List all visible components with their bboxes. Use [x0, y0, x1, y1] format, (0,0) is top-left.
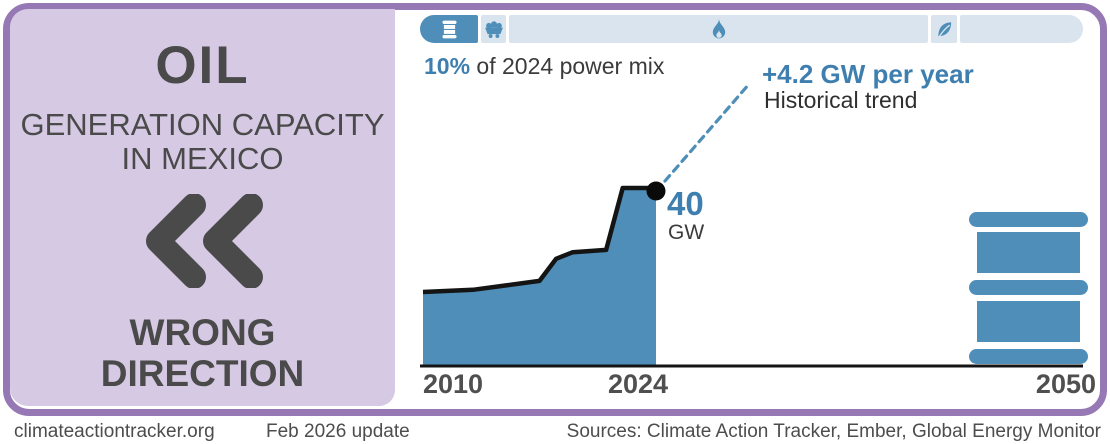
end-point-dot [646, 181, 666, 201]
power-mix-share-value: 10% [424, 53, 471, 79]
other-segment [960, 15, 1083, 43]
capacity-line [422, 185, 656, 295]
double-chevron-left-icon [10, 193, 395, 292]
bioenergy-segment [931, 15, 957, 43]
subtitle-line1: GENERATION CAPACITY [20, 107, 385, 142]
power-mix-caption: 10% of 2024 power mix [424, 53, 664, 80]
coal-cart-icon [484, 21, 503, 38]
flame-icon [712, 18, 725, 38]
footer-site: climateactiontracker.org [14, 421, 215, 442]
oil-segment [420, 15, 478, 43]
capacity-area-series [423, 188, 656, 365]
verdict-line2: DIRECTION [100, 353, 305, 394]
oil-barrel-icon [441, 20, 457, 38]
capacity-chart [420, 84, 1088, 368]
verdict-line1: WRONG [129, 312, 276, 353]
footer-sources: Sources: Climate Action Tracker, Ember, … [566, 421, 1101, 442]
x-tick-2010: 2010 [423, 369, 484, 399]
x-tick-2050: 2050 [1035, 369, 1096, 399]
coal-segment [481, 15, 506, 43]
trend-dashed-line [663, 84, 750, 183]
end-unit-label: GW [668, 221, 705, 244]
end-value-label: 40 [667, 185, 704, 222]
oil-barrel-icon [969, 212, 1088, 364]
gas-segment [509, 15, 928, 43]
power-mix-bar [420, 15, 1083, 43]
x-tick-2024: 2024 [607, 369, 669, 399]
power-mix-caption-text: of 2024 power mix [470, 53, 665, 79]
leaf-icon [937, 21, 951, 37]
fuel-title: OIL [155, 36, 250, 95]
footer-update: Feb 2026 update [266, 421, 410, 442]
trend-sublabel: Historical trend [764, 87, 918, 113]
trend-rate-label: +4.2 GW per year [762, 59, 974, 89]
left-panel: OIL GENERATION CAPACITY IN MEXICO WRONG … [10, 9, 395, 406]
subtitle-line2: IN MEXICO [121, 141, 284, 176]
